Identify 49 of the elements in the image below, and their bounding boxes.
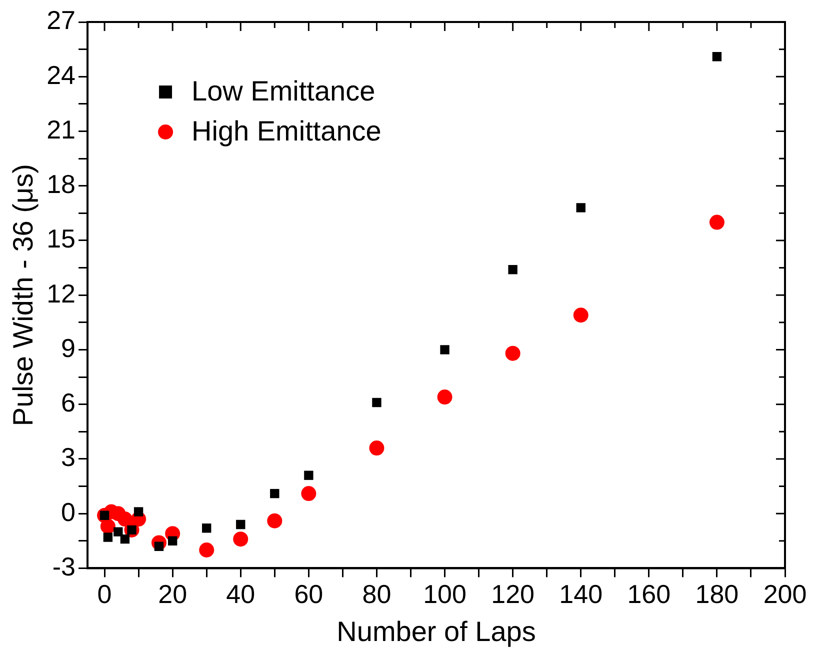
point xyxy=(576,203,586,212)
x-tick-label: 140 xyxy=(559,578,603,609)
point xyxy=(134,507,144,516)
point xyxy=(301,486,316,502)
point xyxy=(508,265,518,274)
x-tick-label: 40 xyxy=(226,578,256,609)
x-tick-label: 160 xyxy=(627,578,671,609)
y-tick-label: 15 xyxy=(46,224,76,254)
point xyxy=(304,470,314,480)
point xyxy=(267,513,282,528)
point xyxy=(199,542,214,558)
y-tick-label: 9 xyxy=(61,332,76,363)
point xyxy=(709,214,724,230)
point xyxy=(233,532,248,547)
point xyxy=(372,398,382,408)
x-tick-label: 200 xyxy=(763,578,807,609)
y-tick-label: 18 xyxy=(46,169,76,200)
point xyxy=(440,345,450,354)
legend-label: High Emittance xyxy=(192,116,382,147)
x-tick-label: 120 xyxy=(491,578,535,609)
point xyxy=(168,536,178,546)
x-tick-label: 100 xyxy=(423,578,466,609)
y-tick-label: 3 xyxy=(61,442,76,472)
y-tick-label: 21 xyxy=(46,114,76,144)
point xyxy=(120,534,130,544)
point xyxy=(236,520,246,530)
point xyxy=(712,52,722,62)
x-tick-label: 0 xyxy=(97,578,112,609)
y-tick-label: 12 xyxy=(46,278,76,308)
legend-label: Low Emittance xyxy=(192,76,376,107)
y-tick-label: 6 xyxy=(61,388,76,418)
x-tick-label: 20 xyxy=(158,578,188,609)
y-tick-label: -3 xyxy=(52,551,76,582)
x-tick-label: 80 xyxy=(362,578,392,609)
point xyxy=(369,440,384,456)
point xyxy=(270,488,280,498)
x-tick-label: 180 xyxy=(695,578,739,609)
x-axis-title: Number of Laps xyxy=(336,616,536,647)
y-tick-label: 24 xyxy=(46,60,76,90)
point xyxy=(202,524,212,533)
point xyxy=(114,527,123,536)
point xyxy=(103,532,113,542)
y-tick-label: 27 xyxy=(46,5,76,36)
y-axis-title: Pulse Width - 36 (μs) xyxy=(8,164,39,426)
x-tick-label: 60 xyxy=(294,578,324,609)
point xyxy=(573,308,588,323)
point xyxy=(505,346,520,361)
y-tick-label: 0 xyxy=(61,496,76,527)
point xyxy=(437,390,452,405)
